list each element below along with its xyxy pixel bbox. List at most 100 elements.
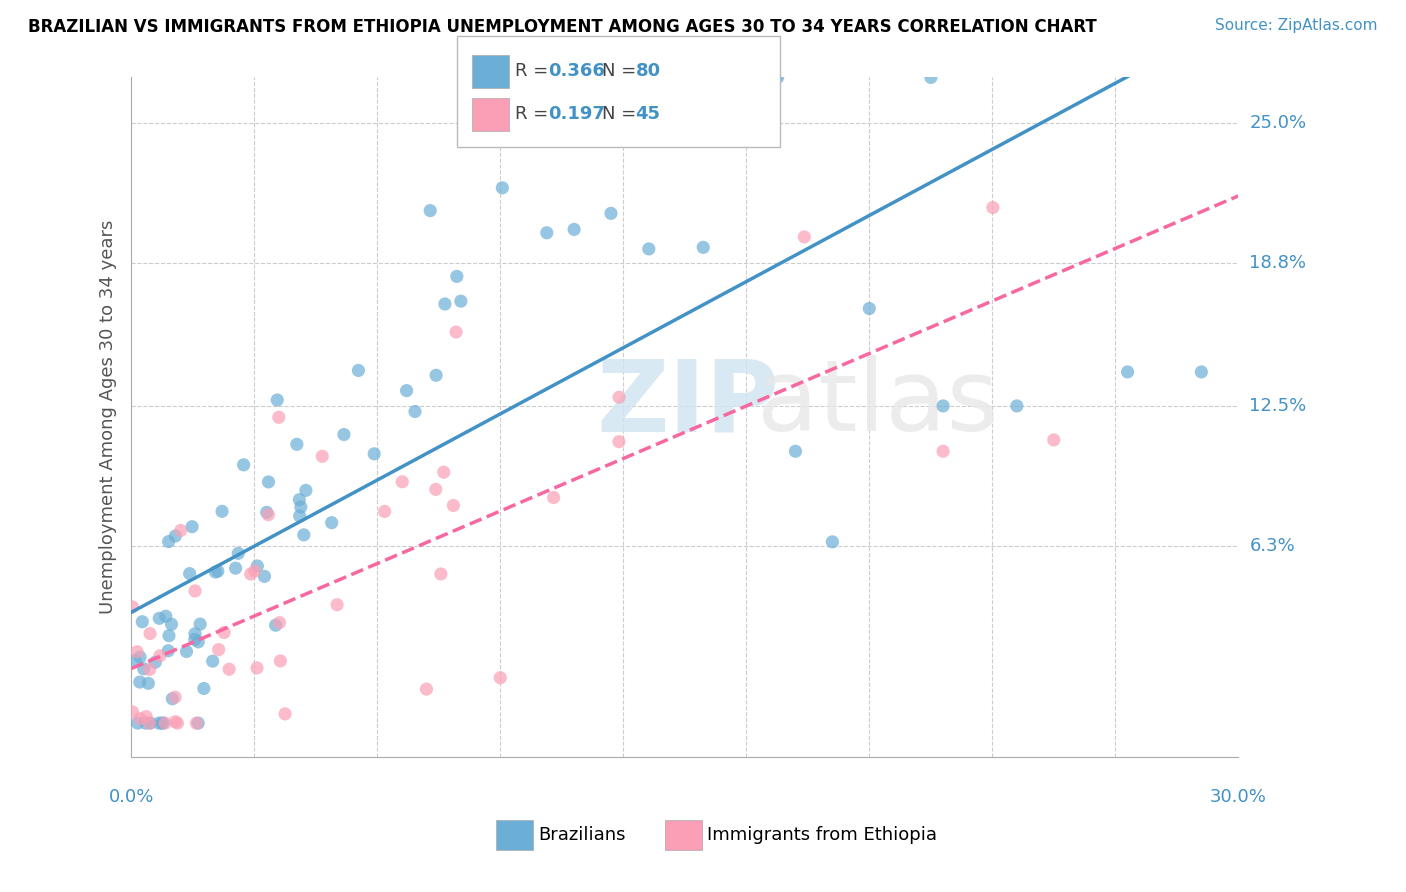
Point [121,599,143,614]
Point [157,629,180,643]
Point [176,644,198,658]
Point [692,240,714,254]
Point [179,566,201,581]
Point [243,564,266,578]
Point [425,368,447,383]
Point [600,206,623,220]
Point [162,691,184,706]
Point [742,70,765,85]
Point [138,662,160,676]
Point [267,410,290,425]
Point [491,181,513,195]
Text: 30.0%: 30.0% [1209,788,1267,805]
Point [446,269,468,284]
Point [326,598,349,612]
Point [374,504,396,518]
Point [765,70,787,85]
Text: ZIP: ZIP [596,355,779,452]
Text: atlas: atlas [756,355,998,452]
Point [170,524,193,538]
Point [536,226,558,240]
Point [607,434,630,449]
Point [184,632,207,647]
Point [135,709,157,723]
Point [188,617,211,632]
Point [433,465,456,479]
Point [785,444,807,458]
Point [232,458,254,472]
Point [239,567,262,582]
Point [269,615,291,630]
Point [441,499,464,513]
Point [186,716,208,731]
Point [395,384,418,398]
Point [246,559,269,574]
Point [184,626,207,640]
Point [157,644,180,658]
Point [288,509,311,524]
Point [269,654,291,668]
Point [433,297,456,311]
Point [246,661,269,675]
Point [155,609,177,624]
Point [562,222,585,236]
Point [669,70,692,85]
Point [152,716,174,731]
Text: R =: R = [515,62,554,80]
Text: 0.366: 0.366 [548,62,605,80]
Point [591,70,613,85]
Point [391,475,413,489]
Text: R =: R = [515,105,554,123]
Point [347,363,370,377]
Text: 80: 80 [636,62,661,80]
Point [1189,365,1212,379]
Point [207,564,229,578]
Point [264,618,287,632]
Point [152,716,174,731]
Point [204,565,226,579]
Point [253,569,276,583]
Point [129,712,152,726]
Point [543,491,565,505]
Point [415,682,437,697]
Point [489,671,512,685]
Point [1042,433,1064,447]
Point [143,655,166,669]
Text: N =: N = [602,105,641,123]
Point [193,681,215,696]
Point [226,546,249,560]
Text: Immigrants from Ethiopia: Immigrants from Ethiopia [707,826,938,844]
Point [257,475,280,489]
Point [637,242,659,256]
Point [201,654,224,668]
Point [607,390,630,404]
Point [148,716,170,731]
Point [675,70,697,85]
Text: Brazilians: Brazilians [538,826,626,844]
Point [932,444,955,458]
Text: BRAZILIAN VS IMMIGRANTS FROM ETHIOPIA UNEMPLOYMENT AMONG AGES 30 TO 34 YEARS COR: BRAZILIAN VS IMMIGRANTS FROM ETHIOPIA UN… [28,18,1097,36]
Text: 6.3%: 6.3% [1250,537,1295,556]
Point [166,716,188,731]
Point [139,716,162,731]
Text: 0.197: 0.197 [548,105,605,123]
Point [1116,365,1139,379]
Point [148,611,170,625]
Point [821,534,844,549]
Point [257,508,280,522]
Point [128,675,150,690]
Point [121,705,143,719]
Point [766,70,789,85]
Point [211,504,233,518]
Text: 12.5%: 12.5% [1250,397,1306,415]
Point [138,676,160,690]
Point [138,716,160,731]
Point [256,505,278,519]
Point [225,561,247,575]
Point [858,301,880,316]
Text: N =: N = [602,62,641,80]
Point [131,615,153,629]
Text: Source: ZipAtlas.com: Source: ZipAtlas.com [1215,18,1378,33]
Point [153,716,176,731]
Point [425,483,447,497]
